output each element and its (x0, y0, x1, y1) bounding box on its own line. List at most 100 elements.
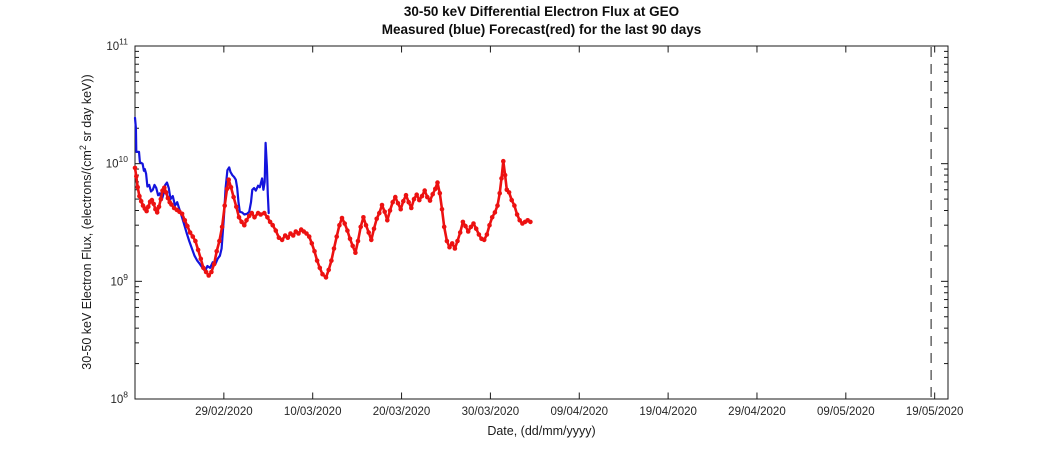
forecast-dot (509, 197, 514, 203)
forecast-dot (455, 238, 460, 244)
forecast-dot (417, 197, 422, 203)
x-tick-label: 09/05/2020 (817, 406, 875, 418)
forecast-dot (481, 237, 487, 243)
forecast-dot (465, 229, 471, 234)
forecast-dot (276, 235, 282, 240)
forecast-dot (146, 204, 151, 210)
forecast-dot (317, 265, 323, 271)
forecast-dot (262, 210, 267, 216)
forecast-dot (156, 204, 162, 210)
x-tick-label: 20/03/2020 (373, 406, 431, 418)
chart-title-line2: Measured (blue) Forecast(red) for the la… (381, 22, 702, 37)
forecast-dot (309, 241, 315, 246)
forecast-dot (499, 176, 504, 181)
forecast-dot (449, 241, 455, 246)
x-tick-label: 19/05/2020 (906, 406, 964, 418)
forecast-dot (419, 193, 425, 199)
forecast-dot (329, 258, 334, 263)
forecast-dot (382, 209, 388, 215)
forecast-dot (468, 224, 474, 230)
forecast-dot (165, 195, 171, 201)
forecast-dot (495, 203, 500, 208)
measured-line (133, 116, 270, 273)
forecast-dot (476, 232, 482, 237)
forecast-dot (435, 180, 440, 185)
forecast-dot (501, 158, 506, 164)
x-tick-label: 29/02/2020 (195, 406, 253, 418)
y-tick-label: 109 (110, 272, 128, 289)
forecast-dot (353, 250, 358, 255)
x-tick-label: 09/04/2020 (550, 406, 608, 418)
forecast-dot (398, 206, 404, 212)
forecast-dot (422, 188, 428, 193)
forecast-dot (134, 174, 139, 179)
forecast-dot (231, 194, 236, 200)
forecast-dot (169, 202, 174, 207)
forecast-dot (390, 199, 396, 205)
forecast-dot (379, 202, 385, 208)
forecast-dot (217, 238, 222, 244)
forecast-dot (473, 226, 479, 231)
y-tick-label: 1011 (106, 37, 128, 54)
forecast-dot (345, 228, 350, 233)
forecast-dot (409, 205, 414, 211)
forecast-dot (342, 221, 348, 226)
forecast-dot (163, 190, 169, 195)
forecast-dot (460, 219, 466, 225)
forecast-dot (497, 191, 503, 196)
forecast-dot (331, 246, 337, 251)
forecast-dot (350, 243, 356, 249)
forecast-dot (385, 218, 390, 223)
forecast-dot (187, 230, 193, 235)
forecast-dot (393, 194, 398, 200)
x-tick-label: 19/04/2020 (639, 406, 697, 418)
forecast-dot (377, 210, 382, 216)
forecast-dot (320, 271, 325, 277)
forecast-dot (273, 228, 279, 233)
forecast-dot (236, 215, 242, 220)
forecast-dot (487, 222, 492, 228)
forecast-dot (430, 191, 436, 197)
chart-title-line1: 30-50 keV Differential Electron Flux at … (403, 4, 680, 19)
forecast-dot (439, 206, 445, 212)
forecast-dot (182, 218, 188, 223)
forecast-dot (366, 230, 372, 235)
forecast-dot (441, 224, 447, 230)
forecast-dot (226, 177, 231, 182)
forecast-dot (437, 191, 443, 196)
forecast-dot (337, 222, 342, 228)
forecast-dot (265, 215, 270, 220)
forecast-dot (290, 233, 296, 238)
forecast-dot (427, 198, 433, 203)
forecast-dot (387, 208, 393, 213)
forecast-dot (209, 269, 214, 275)
forecast-dot (314, 258, 320, 263)
forecast-dot (201, 265, 206, 271)
forecast-dot (506, 190, 512, 195)
forecast-dot (144, 208, 149, 214)
forecast-dot (326, 267, 332, 273)
forecast-dot (517, 218, 522, 223)
forecast-dot (425, 194, 430, 200)
forecast-dot (374, 216, 380, 222)
forecast-dot (492, 210, 498, 215)
forecast-dot (211, 261, 217, 267)
forecast-dot (355, 238, 361, 244)
forecast-dot (228, 185, 234, 190)
forecast-dot (252, 215, 257, 220)
x-axis-label: Date, (dd/mm/yyyy) (487, 424, 596, 438)
forecast-dot (285, 235, 291, 240)
forecast-dot (358, 224, 364, 230)
forecast-dot (185, 223, 190, 229)
forecast-dot (514, 212, 520, 217)
forecast-dot (224, 186, 230, 192)
forecast-dot (433, 186, 438, 192)
forecast-dot (339, 215, 345, 221)
forecast-dot (403, 192, 409, 198)
forecast-dot (361, 215, 366, 220)
forecast-dot (528, 219, 533, 225)
x-tick-label: 29/04/2020 (728, 406, 786, 418)
forecast-dot (267, 219, 273, 225)
forecast-dot (323, 275, 329, 280)
